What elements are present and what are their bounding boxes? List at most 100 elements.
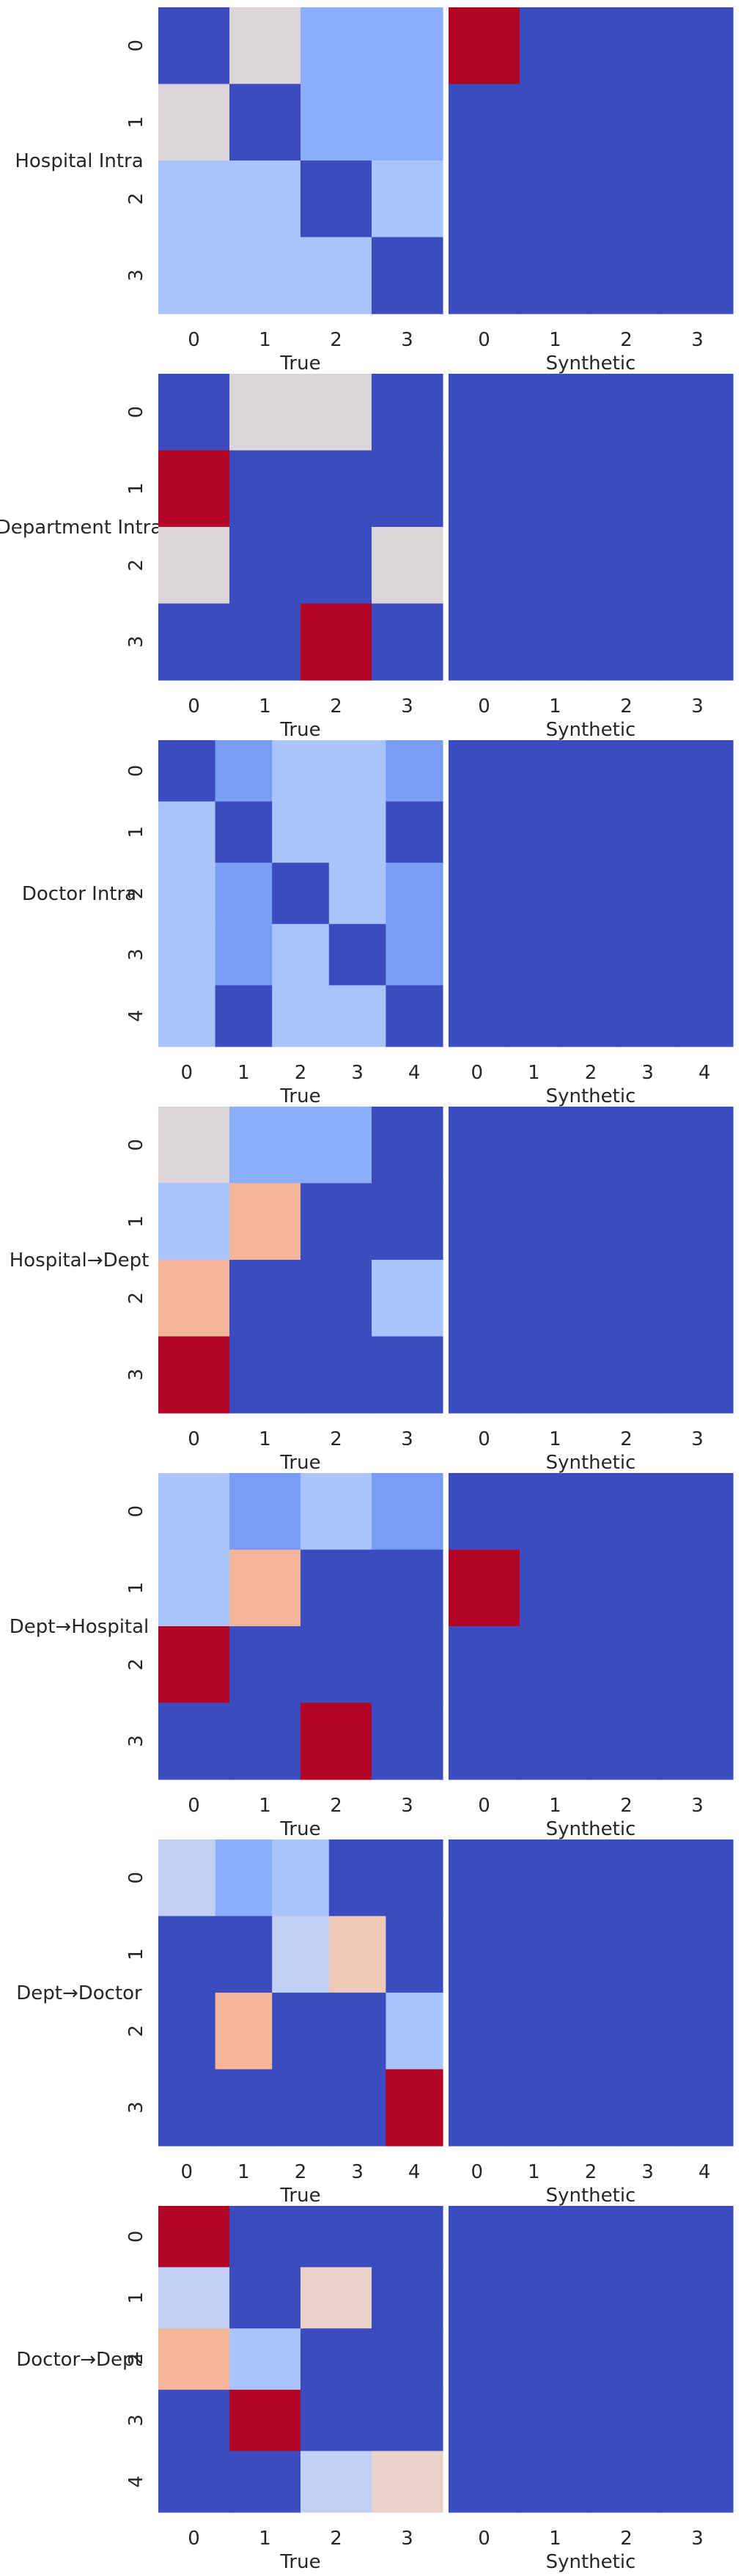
heatmap-cell	[215, 923, 273, 986]
heatmap-cell	[591, 2328, 663, 2391]
heatmap-cell	[215, 863, 273, 925]
y-tick-label: 0	[125, 40, 147, 52]
heatmap-cell	[301, 2267, 372, 2329]
heatmap-cell	[449, 1183, 520, 1261]
heatmap-cell	[158, 527, 230, 605]
row-label-3: Hospital→Dept	[10, 1250, 150, 1272]
heatmap-cell	[662, 1107, 734, 1184]
y-tick-label: 3	[125, 269, 147, 281]
heatmap-cell	[158, 2069, 216, 2147]
heatmap-cell	[662, 450, 734, 528]
heatmap-cell	[229, 237, 301, 314]
heatmap-cell	[591, 1260, 663, 1337]
heatmap-cell	[229, 2451, 301, 2513]
heatmap-cell	[520, 1549, 591, 1627]
heatmap-cell	[520, 2389, 591, 2451]
heatmap-cell	[520, 2267, 591, 2329]
heatmap-cell	[229, 1260, 301, 1337]
heatmap-cell	[372, 2328, 443, 2391]
y-tick-label: 4	[125, 2476, 147, 2488]
x-tick-label: 2	[620, 695, 633, 717]
heatmap-cell	[662, 2267, 734, 2329]
x-axis-label: True	[279, 719, 320, 741]
heatmap-cell	[272, 1839, 330, 1917]
x-axis-label: Synthetic	[546, 719, 636, 741]
heatmap-cell	[328, 863, 386, 925]
x-axis-label: Synthetic	[546, 2551, 636, 2573]
x-axis-label: Synthetic	[546, 353, 636, 374]
heatmap-cell	[562, 1916, 620, 1993]
heatmap-cell	[301, 1107, 372, 1184]
heatmap-cell	[372, 2267, 443, 2329]
x-tick-label: 0	[188, 2528, 200, 2550]
heatmap-cell	[328, 1839, 386, 1917]
heatmap-cell	[520, 1336, 591, 1414]
heatmap-cell	[372, 2206, 443, 2268]
x-tick-label: 4	[408, 1062, 421, 1084]
heatmap-cell	[158, 1473, 230, 1551]
heatmap-cell	[591, 1336, 663, 1414]
y-tick-label: 0	[125, 406, 147, 418]
y-tick-label: 0	[125, 1139, 147, 1151]
heatmap-cell	[520, 160, 591, 238]
y-tick-label: 3	[125, 2101, 147, 2114]
heatmap-cell	[229, 1626, 301, 1704]
heatmap-cell	[158, 1549, 230, 1627]
heatmap-cell	[301, 84, 372, 161]
heatmap-cell	[301, 374, 372, 451]
heatmap-cell	[386, 1916, 443, 1993]
x-tick-label: 2	[295, 2161, 307, 2183]
heatmap-cell	[662, 2206, 734, 2268]
heatmap-cell	[619, 985, 677, 1047]
heatmap-cell	[505, 1916, 563, 1993]
heatmap-cell	[372, 1107, 443, 1184]
heatmap-cell	[301, 527, 372, 605]
x-tick-label: 1	[259, 695, 271, 717]
x-tick-label: 1	[549, 2528, 561, 2550]
x-tick-label: 1	[259, 1428, 271, 1450]
heatmap-cell	[449, 1993, 506, 2070]
y-tick-label: 1	[125, 116, 147, 128]
heatmap-cell	[372, 7, 443, 85]
heatmap-cell	[520, 1260, 591, 1337]
heatmap-cell	[449, 603, 520, 681]
heatmap-cell	[449, 985, 506, 1047]
heatmap-cell	[158, 603, 230, 681]
x-tick-label: 3	[691, 1795, 704, 1817]
heatmap-cell	[372, 84, 443, 161]
y-tick-label: 2	[125, 1292, 147, 1304]
y-tick-label: 1	[125, 1582, 147, 1594]
x-tick-label: 1	[237, 1062, 250, 1084]
heatmap-cell	[562, 740, 620, 802]
y-tick-label: 0	[125, 2231, 147, 2243]
heatmap-cell	[449, 1260, 520, 1337]
heatmap-cell	[328, 2069, 386, 2147]
row-label-1: Department Intra	[0, 517, 162, 539]
heatmap-cell	[301, 603, 372, 681]
heatmap-cell	[562, 1839, 620, 1917]
heatmap-cell	[229, 2389, 301, 2451]
heatmap-cell	[676, 1916, 734, 1993]
heatmap-cell	[229, 2328, 301, 2391]
y-tick-label: 1	[125, 1215, 147, 1228]
row-label-2: Doctor Intra	[22, 883, 136, 905]
heatmap-cell	[619, 923, 677, 986]
heatmap-cell	[158, 1260, 230, 1337]
x-tick-label: 4	[698, 1062, 711, 1084]
heatmap-cell	[301, 1336, 372, 1414]
heatmap-cell	[301, 237, 372, 314]
heatmap-cell	[272, 985, 330, 1047]
heatmap-cell	[520, 1473, 591, 1551]
y-tick-label: 0	[125, 1872, 147, 1884]
heatmap-cell	[272, 2069, 330, 2147]
heatmap-cell	[520, 7, 591, 85]
heatmap-cell	[301, 1626, 372, 1704]
heatmap-cell	[591, 450, 663, 528]
x-tick-label: 0	[478, 2528, 490, 2550]
heatmap-cell	[676, 1993, 734, 2070]
heatmap-cell	[158, 1183, 230, 1261]
heatmap-cell	[662, 237, 734, 314]
x-axis-label: True	[279, 1085, 320, 1107]
heatmap-cell	[301, 2328, 372, 2391]
